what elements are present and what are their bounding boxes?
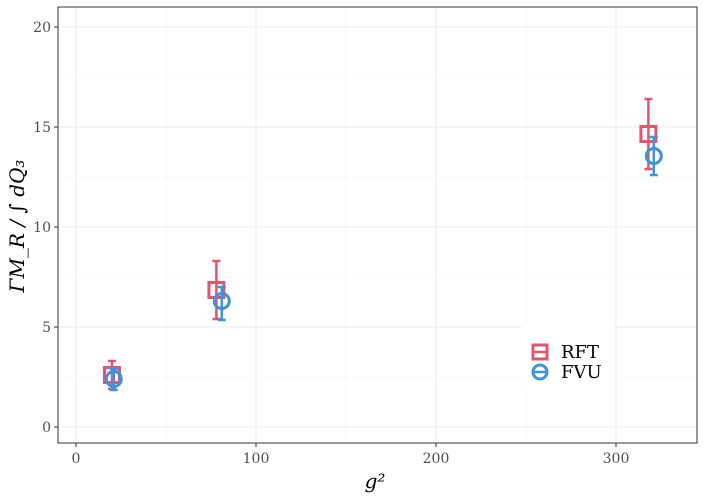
data-point-circle [104, 370, 123, 388]
y-axis-ticks: 0 5 10 15 20 [33, 20, 58, 436]
panel-border [57, 6, 698, 444]
legend-label: FVU [561, 362, 602, 383]
x-tick-label: 300 [603, 451, 630, 467]
x-axis-title: g² [365, 469, 386, 493]
data-point-circle [212, 292, 231, 310]
y-axis-title: ΓM_R / ∫ dQ₃ [5, 160, 29, 294]
grid-minor [58, 7, 697, 443]
data-point-square [639, 125, 658, 143]
y-tick-label: 10 [33, 220, 51, 236]
x-tick-label: 100 [243, 451, 270, 467]
x-axis-ticks: 0 100 200 300 [72, 443, 630, 467]
y-tick-label: 5 [42, 320, 51, 336]
y-tick-label: 20 [33, 20, 51, 36]
y-tick-label: 15 [33, 120, 51, 136]
x-tick-label: 0 [72, 451, 81, 467]
series-fvu [104, 135, 663, 392]
x-tick-label: 200 [423, 451, 450, 467]
data-point-circle [644, 147, 663, 165]
legend-label: RFT [561, 342, 599, 363]
series-layer [103, 97, 663, 392]
y-tick-label: 0 [42, 420, 51, 436]
